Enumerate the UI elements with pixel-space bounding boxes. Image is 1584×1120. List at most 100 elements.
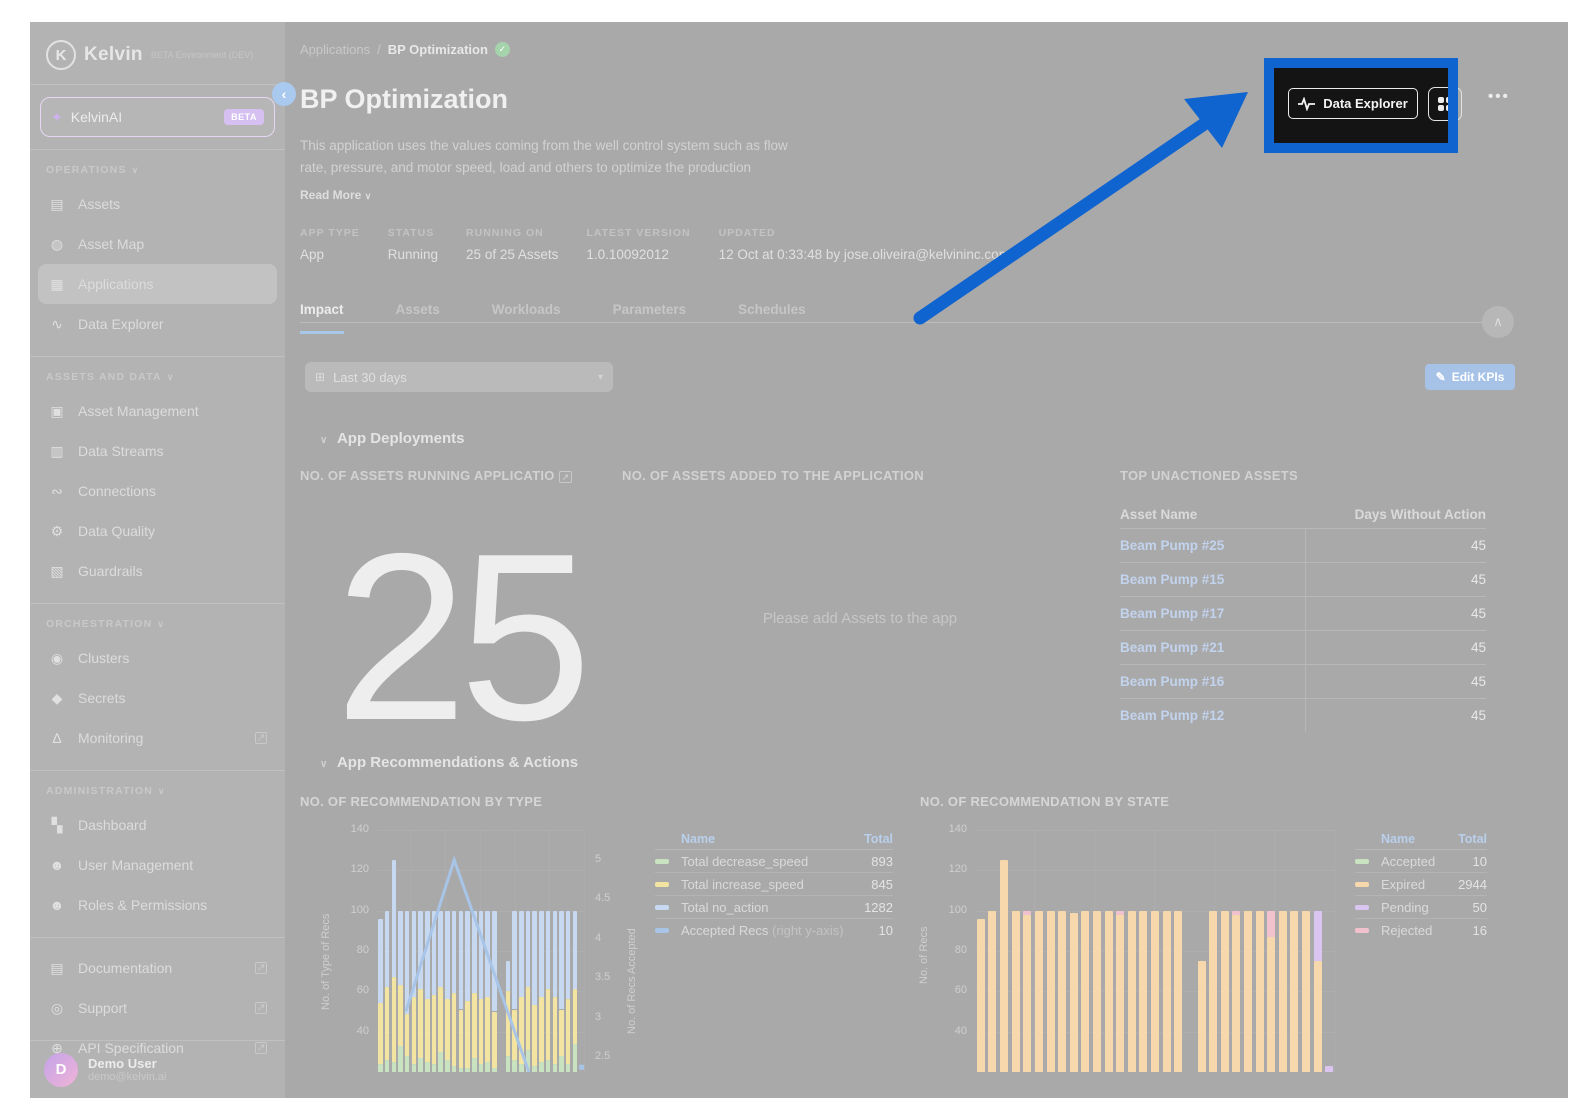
sidebar-item-applications[interactable]: ▦ Applications [38, 264, 277, 304]
sidebar-section-header[interactable]: ADMINISTRATION ∨ [38, 781, 277, 805]
sidebar-item-support[interactable]: ◎ Support ↗ [38, 988, 277, 1028]
section-app-recommendations[interactable]: ∨ App Recommendations & Actions [320, 754, 579, 771]
sidebar-item-clusters[interactable]: ◉ Clusters [38, 638, 277, 678]
read-more-link[interactable]: Read More ∨ [300, 188, 372, 202]
bar-segment [505, 991, 511, 1056]
bar-segment [431, 995, 437, 1064]
bar-segment [545, 910, 551, 990]
collapse-panel-button[interactable]: ∧ [1482, 306, 1514, 338]
breadcrumb-separator: / [377, 42, 381, 57]
sidebar-item-label: Roles & Permissions [78, 897, 208, 913]
gridline-v [410, 830, 412, 1072]
legend-col-total: Total [1458, 831, 1487, 846]
section-app-deployments[interactable]: ∨ App Deployments [320, 430, 465, 447]
tab-workloads[interactable]: Workloads [491, 302, 561, 317]
more-options-button[interactable]: ••• [1488, 88, 1510, 105]
sidebar-item-guardrails[interactable]: ▧ Guardrails [38, 551, 277, 591]
sidebar-item-connections[interactable]: ∾ Connections [38, 471, 277, 511]
legend-name: Accepted [1381, 853, 1436, 869]
sidebar-item-asset-management[interactable]: ▣ Asset Management [38, 391, 277, 431]
kelvinai-label: KelvinAI [70, 109, 123, 125]
bar-segment [378, 918, 383, 1004]
y2-tick-label: 5 [595, 853, 602, 865]
info-field-value: Running [387, 247, 439, 262]
y-tick-label: 80 [954, 944, 967, 956]
legend-swatch [1355, 904, 1369, 910]
brand-logo[interactable]: K Kelvin BETA Environment (DEV) [30, 22, 285, 84]
sidebar-section-header[interactable]: ORCHESTRATION ∨ [38, 614, 277, 638]
kelvin-logo-icon: K [46, 40, 76, 70]
sidebar-item-label: Monitoring [78, 730, 144, 746]
breadcrumb-parent[interactable]: Applications [300, 42, 371, 57]
sidebar-item-documentation[interactable]: ▤ Documentation ↗ [38, 948, 277, 988]
asset-link[interactable]: Beam Pump #16 [1120, 674, 1225, 689]
bar-segment [1058, 910, 1067, 1072]
line-series [404, 855, 585, 1072]
sidebar-item-label: Data Quality [78, 523, 156, 539]
bar-segment [532, 1005, 537, 1066]
legend-name: Total no_action [681, 899, 769, 915]
tab-impact[interactable]: Impact [300, 302, 344, 334]
sidebar-item-user-management[interactable]: ☻ User Management [38, 845, 277, 885]
bar-segment [1209, 910, 1218, 1072]
bar-segment [539, 910, 544, 998]
info-field-status: STATUS Running [388, 227, 438, 262]
sidebar-item-data-explorer[interactable]: ∿ Data Explorer [38, 304, 277, 344]
bar-segment [438, 910, 443, 988]
sidebar-item-data-quality[interactable]: ⚙ Data Quality [38, 511, 277, 551]
external-link-icon: ↗ [255, 962, 267, 974]
sidebar-collapse-button[interactable]: ‹ [272, 82, 296, 106]
user-block[interactable]: D Demo User demo@kelvin.ai [30, 1040, 285, 1098]
guardrails-icon: ▧ [50, 562, 64, 579]
bar-segment [1069, 912, 1078, 1072]
sidebar-item-kelvinai[interactable]: ✦ KelvinAI BETA [40, 97, 275, 137]
sidebar-item-data-streams[interactable]: ▥ Data Streams [38, 431, 277, 471]
connections-icon: ∾ [51, 482, 63, 499]
asset-link[interactable]: Beam Pump #12 [1120, 708, 1225, 723]
app-settings-button[interactable] [1428, 87, 1462, 121]
bar-segment [1023, 910, 1032, 915]
asset-link[interactable]: Beam Pump #17 [1120, 606, 1225, 621]
bar-segment [532, 1065, 537, 1072]
sidebar-item-asset-map[interactable]: ◍ Asset Map [38, 224, 277, 264]
tab-parameters[interactable]: Parameters [612, 302, 687, 317]
gridline-h [975, 830, 1335, 831]
sidebar-item-assets[interactable]: ▤ Assets [38, 184, 277, 224]
date-range-select[interactable]: ⊞ Last 30 days ▾ [305, 362, 613, 392]
chevron-down-icon: ∨ [131, 165, 140, 175]
user-management-icon: ☻ [49, 857, 65, 873]
section-title: ASSETS AND DATA [46, 371, 162, 383]
bar-segment [465, 1001, 470, 1068]
sidebar: K Kelvin BETA Environment (DEV) ✦ Kelvin… [30, 22, 285, 1098]
bar-segment [1278, 910, 1287, 1072]
tab-assets[interactable]: Assets [395, 302, 440, 317]
tab-schedules[interactable]: Schedules [738, 302, 806, 317]
bar-segment [565, 910, 571, 1000]
sidebar-section-header[interactable]: OPERATIONS ∨ [38, 160, 277, 184]
sidebar-item-monitoring[interactable]: ∆ Monitoring ↗ [38, 718, 277, 758]
asset-link[interactable]: Beam Pump #15 [1120, 572, 1225, 587]
info-field-running-on: RUNNING ON 25 of 25 Assets [466, 227, 558, 262]
legend-total: 893 [871, 853, 893, 869]
asset-link[interactable]: Beam Pump #25 [1120, 538, 1225, 553]
sidebar-item-roles-permissions[interactable]: ☻ Roles & Permissions [38, 885, 277, 925]
bar-segment [976, 918, 985, 1072]
bar-segment [545, 1059, 551, 1072]
sidebar-section-header[interactable]: ASSETS AND DATA ∨ [38, 367, 277, 391]
bar-segment [1267, 910, 1276, 937]
edit-kpis-button[interactable]: ✎ Edit KPIs [1425, 364, 1515, 390]
sidebar-item-secrets[interactable]: ◆ Secrets [38, 678, 277, 718]
sidebar-item-label: Asset Map [78, 236, 145, 252]
y-tick-label: 120 [948, 863, 967, 876]
bar-segment [988, 910, 997, 1072]
sidebar-item-dashboard[interactable]: ▚ Dashboard [38, 805, 277, 845]
bar-segment [438, 1051, 443, 1072]
bar-segment [539, 997, 544, 1062]
pencil-icon: ✎ [1435, 370, 1446, 384]
legend-swatch [655, 881, 669, 887]
data-explorer-button[interactable]: Data Explorer [1288, 88, 1418, 119]
legend-total: 10 [1472, 853, 1487, 869]
sidebar-item-api-specification[interactable]: ⊕ API Specification ↗ [38, 1028, 277, 1068]
external-link-icon[interactable]: ↗ [558, 471, 573, 483]
asset-link[interactable]: Beam Pump #21 [1120, 640, 1225, 655]
